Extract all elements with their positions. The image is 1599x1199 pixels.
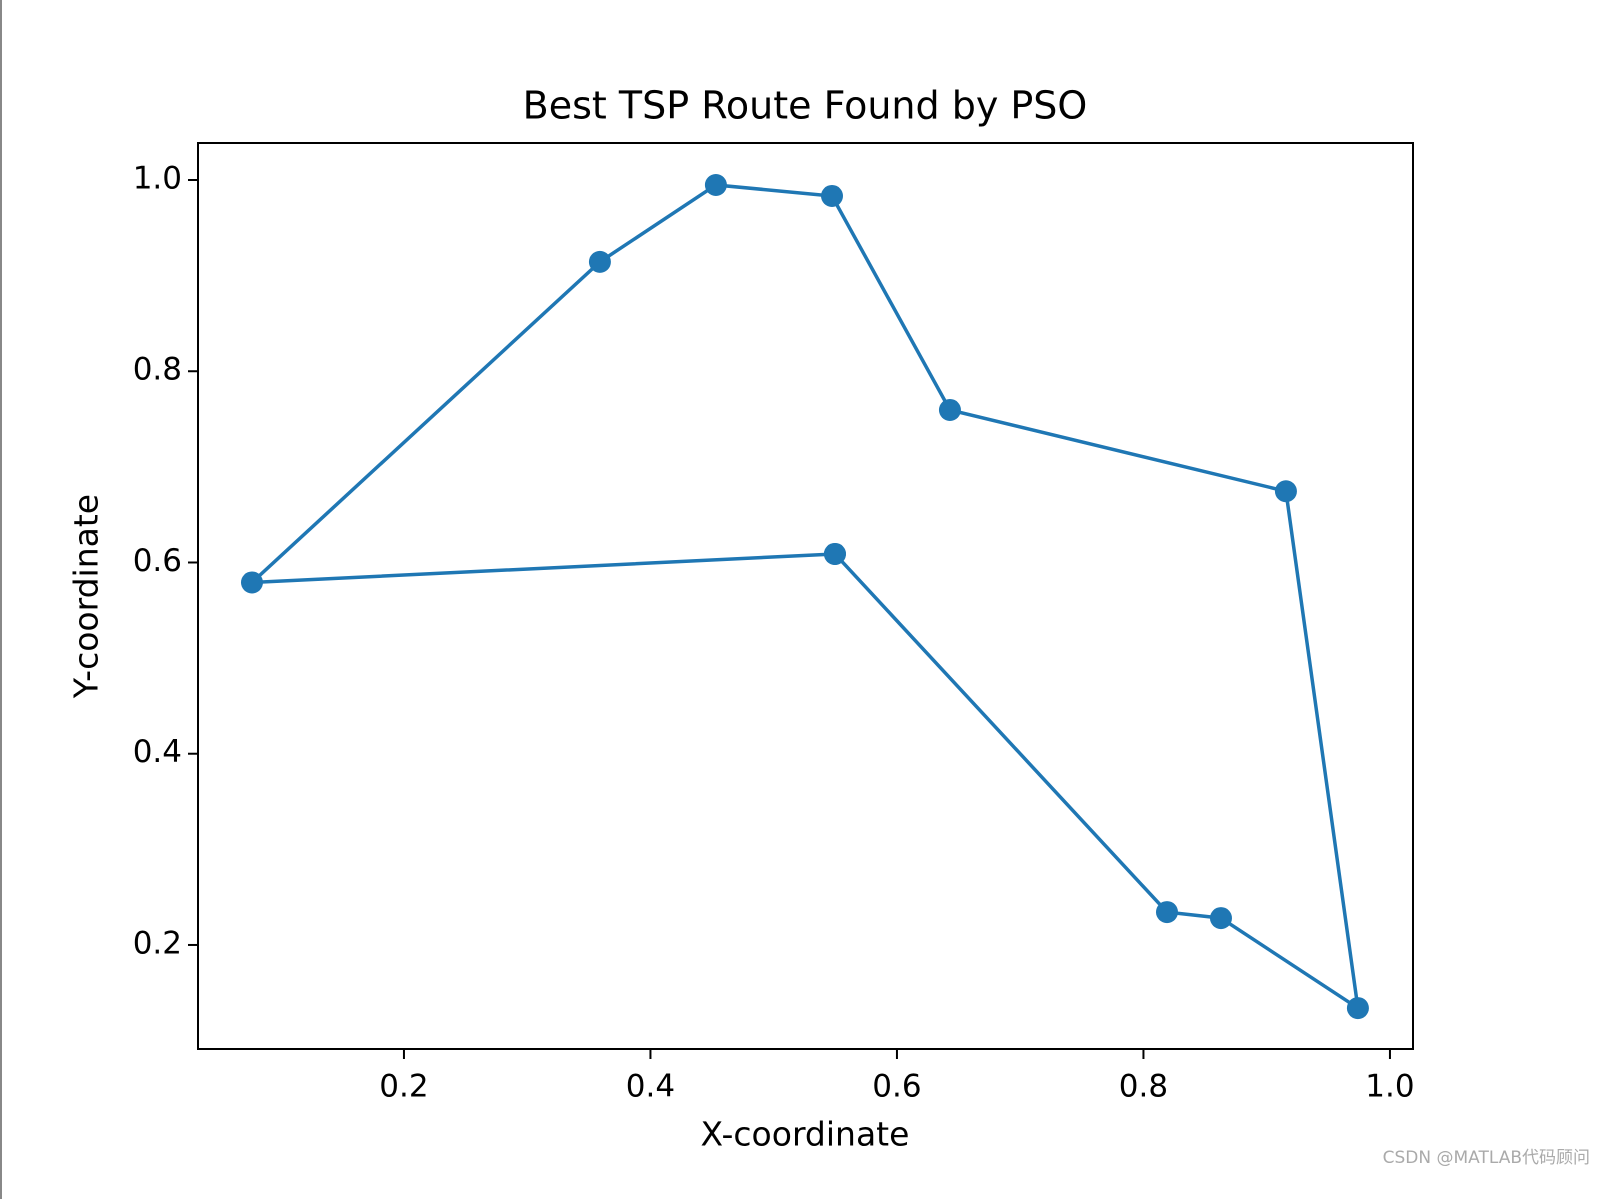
city-marker: [240, 571, 263, 594]
city-marker: [1209, 907, 1232, 930]
city-marker: [1274, 480, 1297, 503]
y-tick-label: 0.6: [133, 543, 182, 579]
city-marker: [704, 173, 727, 196]
x-tick-label: 1.0: [1365, 1069, 1414, 1105]
y-tick-label: 0.8: [133, 352, 182, 388]
city-marker: [588, 250, 611, 273]
plot-frame: [197, 142, 1414, 1050]
watermark: CSDN @MATLAB代码顾问: [1383, 1148, 1590, 1168]
x-tick-label: 0.6: [872, 1069, 921, 1105]
route-line: [247, 183, 1361, 1012]
y-tick-label: 0.2: [133, 925, 182, 961]
x-tick-label: 0.2: [379, 1069, 428, 1105]
x-axis-label: X-coordinate: [701, 1115, 910, 1154]
x-tick-label: 0.4: [626, 1069, 675, 1105]
city-marker: [1155, 901, 1178, 924]
city-marker: [820, 184, 843, 207]
y-axis-label: Y-coordinate: [67, 494, 106, 699]
chart-title: Best TSP Route Found by PSO: [523, 84, 1088, 128]
y-tick-label: 0.4: [133, 734, 182, 770]
city-marker: [823, 542, 846, 565]
city-marker: [1346, 997, 1369, 1020]
x-tick-label: 0.8: [1119, 1069, 1168, 1105]
city-marker: [938, 398, 961, 421]
y-tick-label: 1.0: [133, 161, 182, 197]
